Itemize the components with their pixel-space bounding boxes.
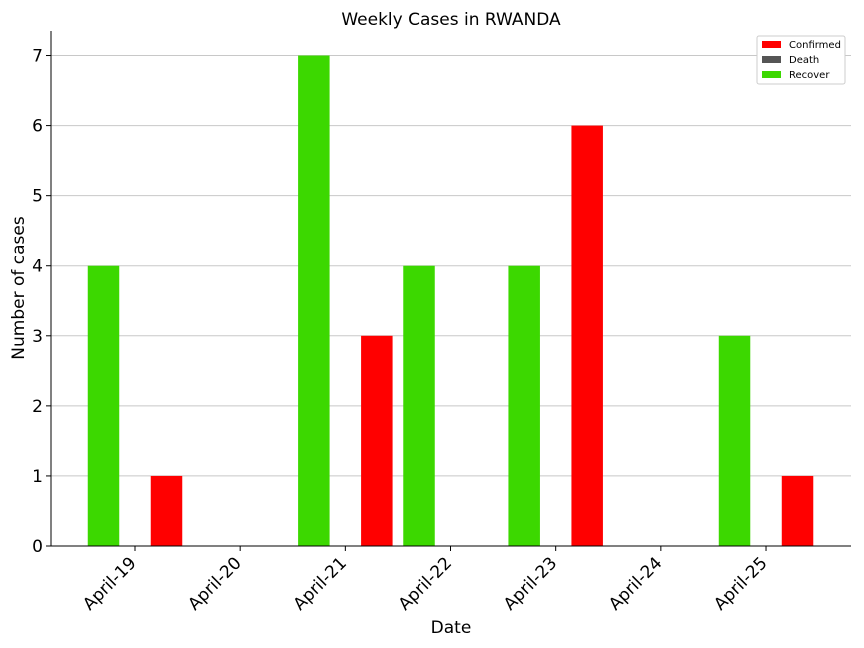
legend-label-confirmed: Confirmed: [789, 40, 841, 51]
chart-title: Weekly Cases in RWANDA: [341, 10, 561, 30]
y-axis-label: Number of cases: [9, 216, 29, 360]
bar-recover: [298, 55, 330, 547]
x-tick-label: April-22: [395, 553, 456, 614]
x-tick-label: April-25: [710, 553, 771, 614]
bar-recover: [718, 335, 751, 546]
bar-confirmed: [571, 125, 603, 547]
legend-label-death: Death: [789, 55, 819, 66]
legend: Confirmed Death Recover: [756, 35, 846, 85]
y-tick-label: 1: [32, 467, 43, 487]
bar-recover: [508, 265, 540, 546]
y-ticks: 0 1 2 3 4 5 6 7: [32, 47, 51, 557]
legend-label-recover: Recover: [789, 70, 830, 81]
y-tick-label: 2: [32, 397, 43, 417]
x-tick-label: April-20: [184, 553, 245, 614]
x-tick-label: April-19: [79, 553, 140, 614]
x-ticks: April-19 April-20 April-21 April-22 April-23…: [79, 546, 772, 615]
y-tick-label: 7: [32, 47, 43, 67]
x-axis-label: Date: [431, 618, 472, 638]
legend-swatch-confirmed: [762, 41, 781, 48]
y-tick-label: 5: [32, 187, 43, 207]
bar-recover: [87, 265, 120, 546]
bar-confirmed: [150, 475, 183, 546]
legend-swatch-recover: [762, 71, 781, 78]
y-tick-label: 4: [32, 257, 43, 277]
y-tick-label: 0: [32, 537, 43, 557]
bars: [87, 55, 814, 547]
grid: [51, 55, 851, 477]
bar-confirmed: [361, 335, 393, 546]
y-tick-label: 3: [32, 327, 43, 347]
x-tick-label: April-23: [500, 553, 561, 614]
legend-swatch-death: [762, 56, 781, 63]
bar-recover: [403, 265, 435, 546]
x-tick-label: April-24: [605, 553, 666, 614]
y-tick-label: 6: [32, 117, 43, 137]
bar-confirmed: [781, 475, 814, 546]
x-tick-label: April-21: [290, 553, 351, 614]
